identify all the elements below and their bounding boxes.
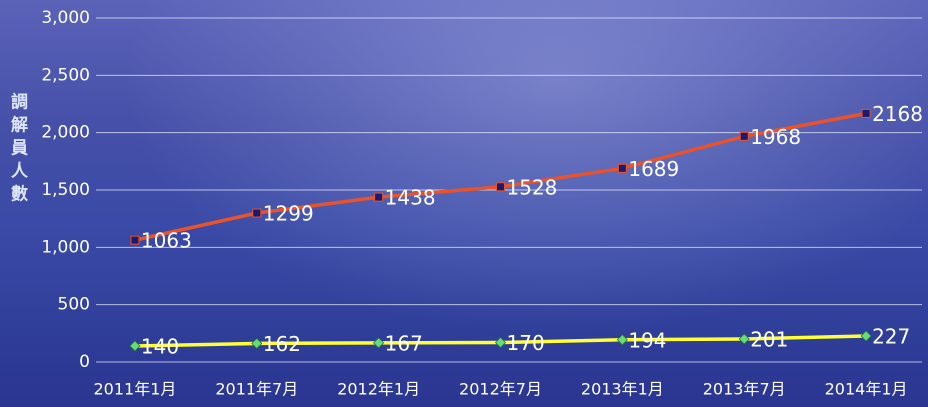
marker	[617, 335, 627, 345]
data-label: 1299	[263, 202, 314, 226]
marker	[862, 109, 870, 117]
y-tick-label: 2,500	[41, 65, 90, 85]
marker	[252, 338, 262, 348]
data-label: 201	[750, 327, 788, 351]
x-tick-label: 2013年7月	[703, 380, 786, 399]
data-label: 140	[141, 334, 179, 358]
marker	[740, 132, 748, 140]
marker	[374, 338, 384, 348]
y-tick-label: 500	[58, 295, 90, 315]
data-label: 1968	[750, 125, 801, 149]
data-label: 2168	[872, 102, 923, 126]
marker	[253, 209, 261, 217]
data-label: 167	[385, 331, 423, 355]
marker	[131, 236, 139, 244]
data-label: 162	[263, 332, 301, 356]
marker	[496, 338, 506, 348]
data-label: 227	[872, 324, 910, 348]
chart: 調解員人數 0 500 1,000 1,500 2,000 2,500 3,000 2011年…	[0, 0, 928, 407]
marker	[739, 334, 749, 344]
marker	[130, 341, 140, 351]
y-tick-label: 1,500	[41, 180, 90, 200]
data-label: 1689	[628, 157, 679, 181]
y-tick-label: 2,000	[41, 123, 90, 143]
x-tick-label: 2014年1月	[825, 380, 908, 399]
marker	[375, 193, 383, 201]
y-tick-label: 3,000	[41, 8, 90, 28]
y-tick-label: 0	[79, 352, 90, 372]
marker	[861, 331, 871, 341]
x-tick-label: 2011年7月	[215, 380, 298, 399]
data-label: 170	[507, 331, 545, 355]
x-tick-label: 2012年7月	[459, 380, 542, 399]
data-label: 194	[628, 328, 666, 352]
y-axis-title: 調解員人數	[7, 91, 29, 207]
data-label: 1063	[141, 229, 192, 253]
marker	[497, 183, 505, 191]
x-tick-label: 2011年1月	[93, 380, 176, 399]
x-tick-label: 2013年1月	[581, 380, 664, 399]
x-tick-label: 2012年1月	[337, 380, 420, 399]
data-label: 1438	[385, 186, 436, 210]
marker	[618, 164, 626, 172]
data-label: 1528	[507, 175, 558, 199]
background: 調解員人數 0 500 1,000 1,500 2,000 2,500 3,000 2011年…	[0, 0, 928, 407]
y-tick-label: 1,000	[41, 237, 90, 257]
